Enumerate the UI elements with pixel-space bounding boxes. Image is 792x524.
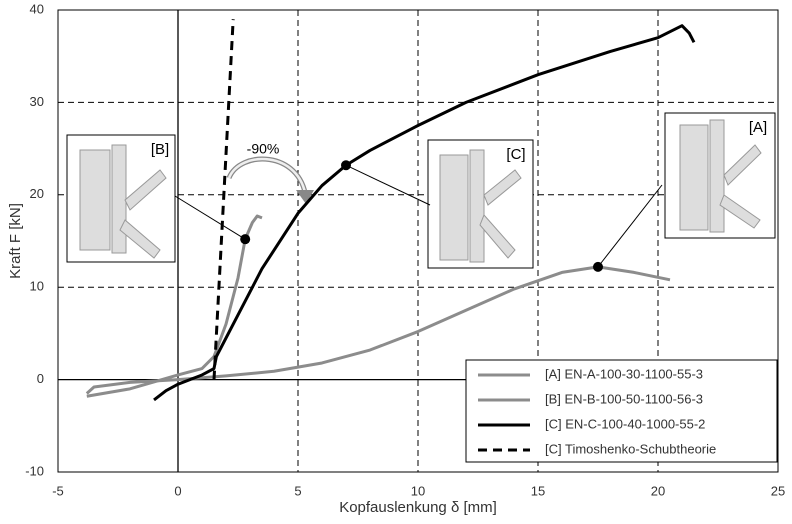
- profile-illustration: [710, 120, 724, 232]
- x-tick-label: -5: [52, 483, 64, 498]
- y-axis-label: Kraft F [kN]: [7, 203, 24, 279]
- x-tick-label: 15: [531, 483, 545, 498]
- annotation: -90%: [247, 141, 280, 157]
- y-tick-label: 30: [30, 94, 44, 109]
- callout-point: [240, 234, 250, 244]
- callout-label: [C]: [506, 146, 525, 163]
- legend-label: [C] EN-C-100-40-1000-55-2: [545, 416, 705, 431]
- profile-illustration: [470, 150, 484, 262]
- x-axis-label: Kopfauslenkung δ [mm]: [339, 499, 497, 516]
- profile-illustration: [680, 125, 708, 230]
- x-tick-label: 0: [174, 483, 181, 498]
- legend-label: [A] EN-A-100-30-1100-55-3: [545, 366, 703, 381]
- y-tick-label: 0: [37, 371, 44, 386]
- profile-illustration: [440, 155, 468, 260]
- y-tick-label: 20: [30, 186, 44, 201]
- callout-label: [B]: [151, 141, 169, 158]
- x-tick-label: 5: [294, 483, 301, 498]
- profile-illustration: [80, 150, 110, 250]
- chart: -90% Kopfauslenkung δ [mm] Kraft F [kN] …: [0, 0, 792, 519]
- x-tick-label: 20: [651, 483, 665, 498]
- x-tick-label: 10: [411, 483, 425, 498]
- y-tick-label: -10: [25, 463, 44, 478]
- profile-illustration: [112, 145, 126, 253]
- x-tick-label: 25: [771, 483, 785, 498]
- legend-label: [B] EN-B-100-50-1100-56-3: [545, 391, 703, 406]
- legend-label: [C] Timoshenko-Schubtheorie: [545, 441, 716, 456]
- y-tick-label: 10: [30, 279, 44, 294]
- callout-point: [593, 262, 603, 272]
- y-tick-label: 40: [30, 1, 44, 16]
- callout-point: [341, 160, 351, 170]
- callout-label: [A]: [749, 119, 767, 136]
